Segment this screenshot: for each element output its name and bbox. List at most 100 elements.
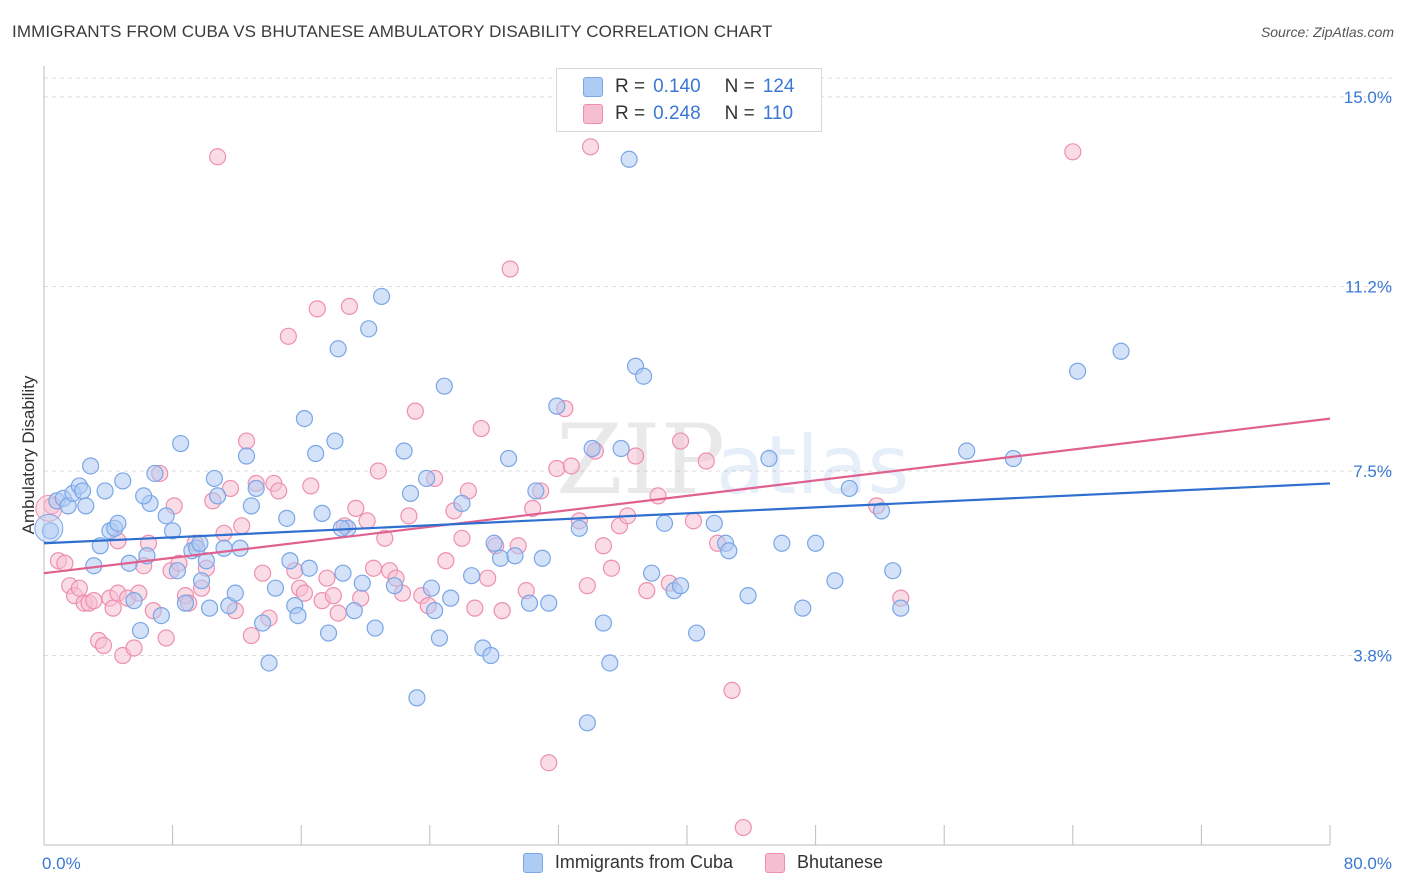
bhutanese-point: [723, 681, 741, 700]
gridlines: [44, 77, 1392, 656]
cuba-point: [739, 587, 757, 605]
cuba-point: [794, 599, 812, 617]
cuba-point: [209, 487, 227, 505]
bhutanese-point: [209, 148, 227, 166]
cuba-point: [247, 479, 265, 498]
cuba-point: [131, 621, 150, 640]
bhutanese-point: [684, 512, 703, 530]
cuba-point: [278, 509, 296, 527]
cuba-point: [172, 434, 190, 453]
cuba-point: [307, 444, 325, 463]
bhutanese-point: [671, 432, 690, 450]
bhutanese-trend-line: [43, 417, 1331, 575]
axes: [43, 66, 1331, 846]
bhutanese-point: [242, 626, 260, 645]
cuba-point: [345, 602, 363, 620]
legend-swatch-cuba: [583, 77, 603, 97]
cuba-point: [570, 519, 588, 537]
watermark-atlas: atlas: [716, 419, 909, 512]
cuba-point: [533, 549, 551, 567]
bhutanese-point: [318, 569, 336, 587]
cuba-point: [254, 614, 272, 632]
cuba-point: [453, 494, 471, 512]
cuba-point: [506, 547, 524, 565]
legend-swatch-bhutanese: [583, 104, 603, 124]
cuba-point: [41, 522, 60, 540]
bhutanese-point: [324, 587, 342, 605]
cuba-point: [176, 594, 195, 612]
cuba-point: [319, 624, 338, 642]
bhutanese-point: [215, 524, 233, 542]
cuba-point: [226, 584, 244, 602]
cuba-point: [1004, 449, 1022, 468]
bhutanese-point: [548, 459, 566, 478]
bhutanese-point: [524, 499, 542, 517]
cuba-point: [1069, 362, 1087, 380]
r-value: 0.140: [653, 76, 701, 97]
bhutanese-point: [437, 552, 455, 570]
bhutanese-point: [1064, 143, 1082, 161]
cuba-point: [200, 599, 219, 617]
cuba-point: [313, 504, 331, 522]
bhutanese-point: [302, 477, 320, 495]
x-tick-label: 80.0%: [1344, 854, 1392, 873]
n-value: 110: [762, 103, 794, 124]
bhutanese-point: [157, 629, 175, 647]
bhutanese-point: [329, 604, 347, 622]
cuba-point: [578, 714, 596, 732]
cuba-point: [96, 482, 114, 500]
bhutanese-point: [295, 584, 314, 602]
cuba-point: [612, 439, 630, 458]
cuba-point: [135, 487, 153, 505]
y-tick-label: 15.0%: [1344, 88, 1392, 107]
cuba-point: [329, 340, 347, 358]
cuba-point: [773, 534, 791, 552]
bhutanese-point: [466, 599, 484, 617]
cuba-point: [601, 654, 619, 672]
n-label: N =: [724, 103, 755, 124]
cuba-point: [73, 482, 92, 500]
cuba-point: [34, 513, 64, 543]
cuba-point: [548, 397, 566, 415]
bhutanese-point: [254, 564, 272, 582]
bhutanese-point: [406, 402, 424, 420]
cuba-point: [594, 614, 613, 632]
cuba-point: [520, 594, 539, 612]
bhutanese-point: [638, 582, 656, 600]
cuba-point: [164, 522, 182, 540]
cuba-point: [152, 606, 170, 625]
cuba-point: [634, 367, 653, 385]
legend-item-cuba[interactable]: Immigrants from Cuba: [522, 852, 733, 873]
cuba-point: [491, 549, 510, 567]
r-label: R =: [615, 103, 646, 124]
cuba-point: [840, 479, 858, 498]
legend-swatch-bhutanese: [764, 852, 785, 873]
bhutanese-point: [279, 327, 297, 345]
trend-lines: [43, 417, 1331, 575]
cuba-point: [958, 442, 976, 460]
cuba-point: [408, 689, 426, 707]
cuba-point: [237, 447, 256, 465]
cuba-point: [442, 589, 460, 607]
legend-row-cuba: R = 0.140 N = 124: [583, 75, 794, 99]
cuba-point: [289, 606, 307, 625]
cuba-point: [643, 564, 661, 582]
y-tick-label: 7.5%: [1353, 462, 1392, 481]
cuba-point: [114, 472, 132, 490]
cuba-point: [168, 562, 187, 580]
cuba-point: [417, 469, 436, 488]
cuba-point: [540, 594, 558, 612]
bhutanese-point: [734, 818, 752, 837]
cuba-point: [215, 539, 233, 557]
bhutanese-point: [94, 636, 113, 655]
bhutanese-point: [540, 754, 558, 772]
tick-labels: 3.8% 7.5% 11.2% 15.0% 0.0% 80.0%: [42, 88, 1392, 873]
legend-item-bhutanese[interactable]: Bhutanese: [764, 852, 883, 873]
bhutanese-point: [562, 457, 580, 475]
cuba-point: [281, 552, 299, 570]
bhutanese-point: [581, 138, 600, 156]
bhutanese-point: [221, 479, 240, 498]
cuba-point: [326, 432, 344, 450]
cuba-point: [760, 449, 778, 468]
